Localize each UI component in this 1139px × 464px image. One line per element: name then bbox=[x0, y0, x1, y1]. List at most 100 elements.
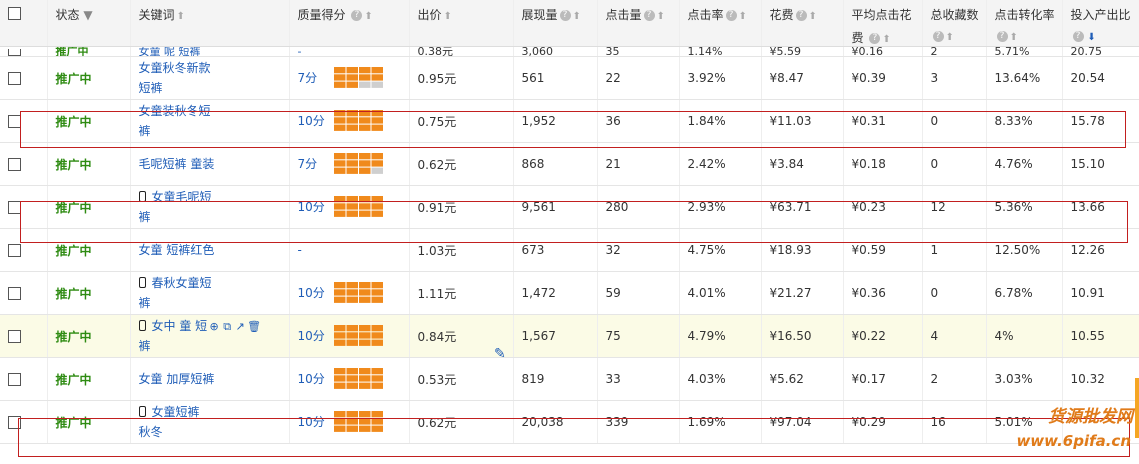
keyword-link[interactable]: 女童 短裤红色 bbox=[130, 228, 290, 272]
header-fav[interactable]: 总收藏数? ⬆ bbox=[922, 0, 987, 47]
copy-icon[interactable]: ⧉ bbox=[223, 320, 232, 333]
header-cost[interactable]: 花费? ⬆ bbox=[761, 0, 844, 47]
row-checkbox[interactable] bbox=[8, 244, 21, 257]
sort-icon[interactable]: ⬆ bbox=[738, 11, 747, 22]
quality-score[interactable]: 10分 bbox=[297, 285, 325, 300]
bid-cell[interactable]: 1.03元 bbox=[409, 228, 514, 272]
delete-icon[interactable]: 🗑 bbox=[247, 320, 262, 333]
bid-cell[interactable]: 0.62元 bbox=[409, 142, 514, 186]
row-checkbox[interactable] bbox=[8, 416, 21, 429]
keyword-link[interactable]: 春秋女童短裤 bbox=[130, 271, 290, 315]
status-text: 推广中 bbox=[47, 56, 131, 100]
quality-cell: - bbox=[289, 228, 410, 272]
quality-score[interactable]: 10分 bbox=[297, 113, 325, 128]
quality-score[interactable]: 10分 bbox=[297, 414, 325, 429]
status-text: 推广中 bbox=[47, 142, 131, 186]
help-icon[interactable]: ? bbox=[559, 10, 571, 21]
sort-icon[interactable]: ⬆ bbox=[882, 34, 891, 45]
quality-cell: 10分 bbox=[289, 271, 410, 315]
table-row: 推广中 女童秋冬新款 短裤 7分 0.95元 561 22 3.92% ¥8.47 ¥0.39 3 1… bbox=[0, 56, 1139, 100]
select-all-checkbox[interactable] bbox=[8, 7, 21, 20]
header-roi[interactable]: 投入产出比? ⬇ bbox=[1062, 0, 1139, 47]
status-text: 推广中 bbox=[47, 99, 131, 143]
header-cpc[interactable]: 平均点击花费 ? ⬆ bbox=[843, 0, 923, 47]
sort-icon[interactable]: ⬆ bbox=[572, 11, 581, 22]
status-text: 推广中 bbox=[47, 357, 131, 401]
quality-cell: 10分 bbox=[289, 185, 410, 229]
header-keyword[interactable]: 关键词 ⬆ bbox=[130, 0, 290, 47]
chart-icon[interactable]: ↗ bbox=[235, 320, 245, 333]
bid-cell[interactable]: 0.91元 bbox=[409, 185, 514, 229]
row-checkbox[interactable] bbox=[8, 72, 21, 85]
header-quality[interactable]: 质量得分 ? ⬆ bbox=[289, 0, 410, 47]
quality-score[interactable]: - bbox=[297, 243, 302, 257]
row-checkbox[interactable] bbox=[8, 158, 21, 171]
sort-icon[interactable]: ⬆ bbox=[364, 11, 373, 22]
row-checkbox[interactable] bbox=[8, 330, 21, 343]
help-icon[interactable]: ? bbox=[932, 31, 944, 42]
row-checkbox[interactable] bbox=[8, 48, 21, 56]
status-text: 推广中 bbox=[47, 271, 131, 315]
table-row: 推广中 女中 童 短 ⊕ ⧉ ↗ 🗑 裤 10分 0.84元 1,567 75 4.79% ¥16.50… bbox=[0, 314, 1139, 358]
edit-bid-icon[interactable]: ✎ bbox=[494, 346, 506, 362]
quality-score[interactable]: 7分 bbox=[297, 70, 318, 85]
bid-cell[interactable]: 0.62元 bbox=[409, 400, 514, 444]
sort-icon[interactable]: ⬆ bbox=[945, 32, 954, 43]
header-clicks[interactable]: 点击量? ⬆ bbox=[597, 0, 680, 47]
help-icon[interactable]: ? bbox=[643, 10, 655, 21]
quality-score[interactable]: 10分 bbox=[297, 371, 325, 386]
help-icon[interactable]: ? bbox=[725, 10, 737, 21]
bid-cell[interactable]: 0.95元 bbox=[409, 56, 514, 100]
dropdown-icon[interactable]: ▼ bbox=[83, 8, 93, 22]
bid-cell[interactable]: 0.53元 bbox=[409, 357, 514, 401]
sort-icon[interactable]: ⬆ bbox=[656, 11, 665, 22]
quality-cell: 10分 bbox=[289, 357, 410, 401]
quality-score[interactable]: 10分 bbox=[297, 199, 325, 214]
header-bid[interactable]: 出价 ⬆ bbox=[409, 0, 514, 47]
keyword-link[interactable]: 女童装秋冬短裤 bbox=[130, 99, 290, 143]
quality-cell: 7分 bbox=[289, 56, 410, 100]
help-icon[interactable]: ? bbox=[996, 31, 1008, 42]
header-ctr[interactable]: 点击率? ⬆ bbox=[679, 0, 762, 47]
bid-cell[interactable]: 0.84元 bbox=[409, 314, 514, 358]
keyword-link[interactable]: 女童 加厚短裤 bbox=[130, 357, 290, 401]
quality-cell: 10分 bbox=[289, 314, 410, 358]
bid-cell[interactable]: 0.75元 bbox=[409, 99, 514, 143]
watermark-text: 货源批发网 bbox=[1048, 407, 1133, 427]
quality-bar bbox=[333, 325, 383, 346]
mobile-icon bbox=[138, 277, 146, 288]
help-icon[interactable]: ? bbox=[1072, 31, 1084, 42]
row-checkbox[interactable] bbox=[8, 201, 21, 214]
keyword-link[interactable]: 毛呢短裤 童装 bbox=[130, 142, 290, 186]
sort-icon[interactable]: ⬆ bbox=[443, 11, 452, 22]
quality-score[interactable]: 10分 bbox=[297, 328, 325, 343]
scrollbar-thumb[interactable] bbox=[1135, 378, 1139, 438]
header-impressions[interactable]: 展现量? ⬆ bbox=[513, 0, 598, 47]
table-row-partial: 推广中 女童 呢 短裤 - 0.38元 3,060 35 1.14% ¥5.59… bbox=[0, 46, 1139, 57]
header-cvr[interactable]: 点击转化率? ⬆ bbox=[986, 0, 1063, 47]
watermark-url: www.6pifa.cn bbox=[1016, 432, 1131, 450]
keyword-link[interactable]: 女童秋冬新款 短裤 bbox=[130, 56, 290, 100]
header-status[interactable]: 状态 ▼ bbox=[47, 0, 131, 47]
sort-desc-icon[interactable]: ⬇ bbox=[1087, 32, 1096, 43]
bid-cell[interactable]: 1.11元 bbox=[409, 271, 514, 315]
table-row: 推广中 女童装秋冬短裤 10分 0.75元 1,952 36 1.84% ¥11.03 ¥0.3… bbox=[0, 99, 1139, 143]
globe-icon[interactable]: ⊕ bbox=[209, 320, 219, 333]
keyword-table: 状态 ▼ 关键词 ⬆ 质量得分 ? ⬆ 出价 ⬆ 展现量? ⬆ 点击量? ⬆ 点击率? ⬆ … bbox=[0, 0, 1139, 444]
sort-icon[interactable]: ⬆ bbox=[176, 11, 185, 22]
sort-icon[interactable]: ⬆ bbox=[808, 11, 817, 22]
help-icon[interactable]: ? bbox=[869, 33, 881, 44]
row-checkbox[interactable] bbox=[8, 287, 21, 300]
row-checkbox[interactable] bbox=[8, 115, 21, 128]
keyword-link[interactable]: 女童毛呢短裤 bbox=[130, 185, 290, 229]
keyword-link[interactable]: 女童短裤 秋冬 bbox=[130, 400, 290, 444]
keyword-link[interactable]: 女童 呢 短裤 bbox=[130, 46, 290, 57]
status-text: 推广中 bbox=[47, 400, 131, 444]
help-icon[interactable]: ? bbox=[351, 10, 363, 21]
row-checkbox[interactable] bbox=[8, 373, 21, 386]
select-all-cell[interactable] bbox=[0, 0, 48, 47]
keyword-link[interactable]: 女中 童 短 ⊕ ⧉ ↗ 🗑 裤 bbox=[130, 314, 290, 358]
help-icon[interactable]: ? bbox=[795, 10, 807, 21]
quality-score[interactable]: 7分 bbox=[297, 156, 318, 171]
sort-icon[interactable]: ⬆ bbox=[1009, 32, 1018, 43]
